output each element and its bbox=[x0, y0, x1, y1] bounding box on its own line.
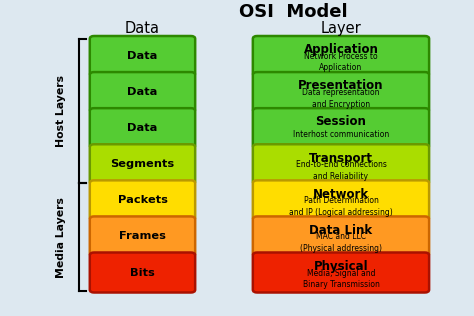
FancyBboxPatch shape bbox=[253, 72, 429, 112]
Text: Data: Data bbox=[125, 21, 160, 36]
Text: Transport: Transport bbox=[309, 151, 373, 165]
Text: Interhost communication: Interhost communication bbox=[293, 130, 389, 139]
Text: Session: Session bbox=[316, 115, 366, 128]
Text: Bits: Bits bbox=[130, 268, 155, 277]
FancyBboxPatch shape bbox=[253, 252, 429, 293]
Text: Layer: Layer bbox=[320, 21, 361, 36]
Text: Physical: Physical bbox=[314, 260, 368, 273]
Text: Presentation: Presentation bbox=[298, 79, 384, 92]
Text: Data: Data bbox=[128, 87, 158, 97]
Text: Media, Signal and
Binary Transmission: Media, Signal and Binary Transmission bbox=[302, 269, 379, 289]
FancyBboxPatch shape bbox=[253, 36, 429, 76]
FancyBboxPatch shape bbox=[253, 108, 429, 148]
Text: Data Link: Data Link bbox=[310, 224, 373, 237]
Text: Host Layers: Host Layers bbox=[56, 75, 66, 147]
Text: Data: Data bbox=[128, 123, 158, 133]
FancyBboxPatch shape bbox=[253, 180, 429, 220]
Text: End-to-End connections
and Reliability: End-to-End connections and Reliability bbox=[295, 160, 386, 181]
FancyBboxPatch shape bbox=[90, 36, 195, 76]
FancyBboxPatch shape bbox=[90, 144, 195, 184]
Text: Network: Network bbox=[313, 188, 369, 201]
Text: OSI  Model: OSI Model bbox=[239, 3, 348, 21]
Text: Data: Data bbox=[128, 51, 158, 61]
Text: Application: Application bbox=[303, 43, 378, 56]
Text: Segments: Segments bbox=[110, 159, 174, 169]
Text: MAC and LLC
(Physical addressing): MAC and LLC (Physical addressing) bbox=[300, 233, 382, 253]
FancyBboxPatch shape bbox=[90, 180, 195, 220]
FancyBboxPatch shape bbox=[90, 72, 195, 112]
Text: Network Process to
Application: Network Process to Application bbox=[304, 52, 378, 72]
Text: Media Layers: Media Layers bbox=[56, 197, 66, 278]
Text: Frames: Frames bbox=[119, 231, 166, 241]
FancyBboxPatch shape bbox=[253, 216, 429, 256]
FancyBboxPatch shape bbox=[90, 252, 195, 293]
Text: Data representation
and Encryption: Data representation and Encryption bbox=[302, 88, 380, 109]
FancyBboxPatch shape bbox=[90, 216, 195, 256]
Text: Packets: Packets bbox=[118, 195, 167, 205]
FancyBboxPatch shape bbox=[90, 108, 195, 148]
FancyBboxPatch shape bbox=[253, 144, 429, 184]
Text: Path Determination
and IP (Logical addressing): Path Determination and IP (Logical addre… bbox=[289, 196, 393, 217]
